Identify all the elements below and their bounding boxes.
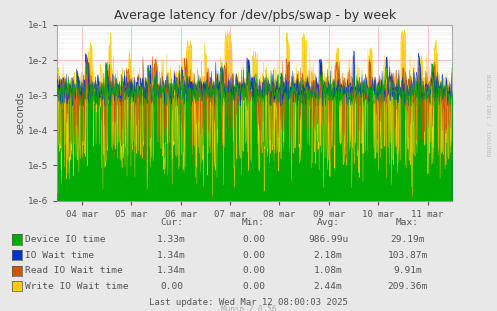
Text: Last update: Wed Mar 12 08:00:03 2025: Last update: Wed Mar 12 08:00:03 2025 — [149, 298, 348, 307]
Text: 0.00: 0.00 — [242, 266, 265, 275]
Text: 1.34m: 1.34m — [157, 251, 186, 259]
Text: 29.19m: 29.19m — [390, 235, 425, 244]
Text: 1.08m: 1.08m — [314, 266, 342, 275]
Text: 0.00: 0.00 — [242, 235, 265, 244]
Text: Munin 2.0.56: Munin 2.0.56 — [221, 305, 276, 311]
Text: 986.99u: 986.99u — [308, 235, 348, 244]
Text: 1.34m: 1.34m — [157, 266, 186, 275]
Text: 9.91m: 9.91m — [393, 266, 422, 275]
Text: Read IO Wait time: Read IO Wait time — [25, 266, 123, 275]
Text: Cur:: Cur: — [160, 218, 183, 227]
Text: Write IO Wait time: Write IO Wait time — [25, 282, 129, 290]
Title: Average latency for /dev/pbs/swap - by week: Average latency for /dev/pbs/swap - by w… — [114, 9, 396, 22]
Text: 103.87m: 103.87m — [388, 251, 427, 259]
Text: Device IO time: Device IO time — [25, 235, 106, 244]
Text: 2.18m: 2.18m — [314, 251, 342, 259]
Text: 2.44m: 2.44m — [314, 282, 342, 290]
Text: 0.00: 0.00 — [242, 251, 265, 259]
Text: 1.33m: 1.33m — [157, 235, 186, 244]
Text: 209.36m: 209.36m — [388, 282, 427, 290]
Text: Max:: Max: — [396, 218, 419, 227]
Text: 0.00: 0.00 — [242, 282, 265, 290]
Text: Min:: Min: — [242, 218, 265, 227]
Text: 0.00: 0.00 — [160, 282, 183, 290]
Y-axis label: seconds: seconds — [15, 91, 25, 134]
Text: IO Wait time: IO Wait time — [25, 251, 94, 259]
Text: Avg:: Avg: — [317, 218, 339, 227]
Text: RRDTOOL / TOBI OETIKER: RRDTOOL / TOBI OETIKER — [487, 74, 492, 156]
